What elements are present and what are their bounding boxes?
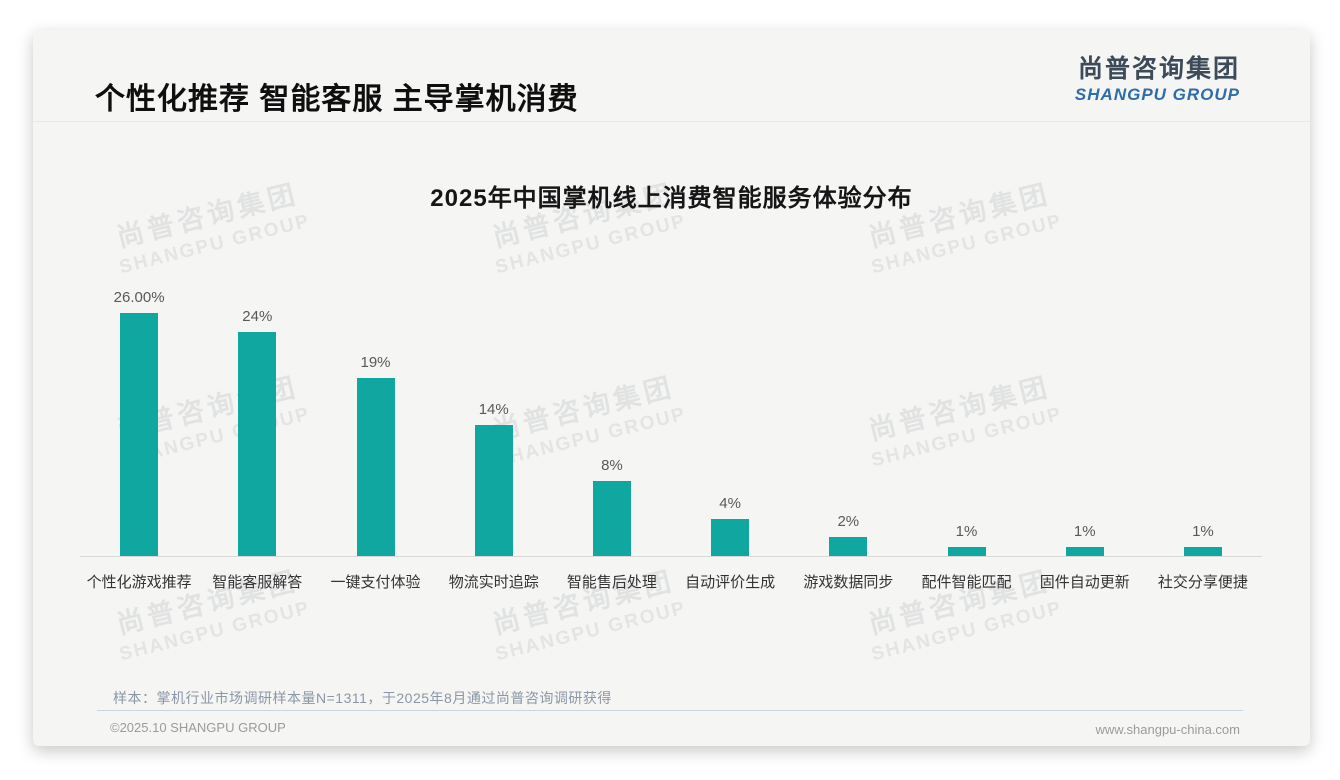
chart-plot: 26.00% 24% 19% 14% 8% 4% 2% 1% 1% 1%	[80, 260, 1262, 557]
logo-chinese-text: 尚普咨询集团	[1077, 55, 1240, 83]
bar-column: 24%	[198, 260, 316, 556]
category-label: 智能售后处理	[566, 574, 657, 591]
sample-note: 样本：掌机行业市场调研样本量N=1311，于2025年8月通过尚普咨询调研获得	[113, 690, 612, 706]
header-divider	[33, 121, 1310, 122]
bar-column: 4%	[671, 260, 789, 556]
watermark-english-text: SHANGPU GROUP	[869, 597, 1065, 666]
bar	[238, 332, 277, 556]
category-label: 个性化游戏推荐	[86, 574, 192, 591]
bar	[592, 481, 631, 556]
bar	[1065, 547, 1104, 556]
bar-column: 26.00%	[80, 260, 198, 556]
bar-value-label: 4%	[719, 495, 741, 512]
bar-value-label: 1%	[1192, 523, 1214, 540]
logo-english-text: SHANGPU GROUP	[1074, 84, 1240, 104]
bar-value-label: 8%	[601, 457, 623, 474]
bar-column: 1%	[1026, 260, 1144, 556]
bar-value-label: 1%	[1073, 523, 1096, 540]
page-title: 个性化推荐 智能客服 主导掌机消费	[95, 83, 579, 116]
category-label: 固件自动更新	[1039, 574, 1130, 591]
bar-column: 8%	[553, 260, 671, 556]
bar	[829, 537, 868, 556]
bar-column: 1%	[907, 260, 1025, 556]
slide-card: 尚普咨询集团 SHANGPU GROUP 尚普咨询集团 SHANGPU GROUP 尚普…	[33, 30, 1310, 746]
bar	[474, 425, 513, 556]
category-label: 配件智能匹配	[921, 574, 1012, 591]
bar	[1183, 547, 1222, 556]
bar	[356, 378, 395, 556]
bar-column: 2%	[789, 260, 907, 556]
bar-value-label: 2%	[837, 513, 860, 530]
bar-column: 14%	[435, 260, 553, 556]
bar-column: 1%	[1144, 260, 1262, 556]
category-label: 自动评价生成	[685, 574, 776, 591]
bar	[711, 519, 750, 556]
category-label: 游戏数据同步	[803, 574, 894, 591]
category-label: 社交分享便捷	[1157, 574, 1248, 591]
bar-value-label: 1%	[955, 523, 978, 540]
bar-value-label: 24%	[242, 308, 273, 325]
bar-value-label: 14%	[478, 401, 509, 418]
footer-copyright: ©2025.10 SHANGPU GROUP	[110, 720, 286, 735]
chart-title: 2025年中国掌机线上消费智能服务体验分布	[430, 185, 913, 212]
watermark-english-text: SHANGPU GROUP	[493, 597, 689, 666]
chart-categories: 个性化游戏推荐 智能客服解答 一键支付体验 物流实时追踪 智能售后处理 自动评价生成 游戏数…	[80, 558, 1262, 592]
category-label: 物流实时追踪	[448, 574, 539, 591]
footer-website: www.shangpu-china.com	[1095, 722, 1240, 737]
category-label: 一键支付体验	[330, 574, 421, 591]
company-logo: 尚普咨询集团 SHANGPU GROUP	[1074, 55, 1240, 104]
footer-divider	[97, 710, 1243, 711]
bar-column: 19%	[316, 260, 434, 556]
watermark-english-text: SHANGPU GROUP	[117, 597, 313, 666]
bar	[120, 313, 159, 556]
bar-value-label: 19%	[360, 354, 391, 371]
bar-value-label: 26.00%	[113, 289, 165, 306]
bar	[947, 547, 986, 556]
category-label: 智能客服解答	[212, 574, 303, 591]
